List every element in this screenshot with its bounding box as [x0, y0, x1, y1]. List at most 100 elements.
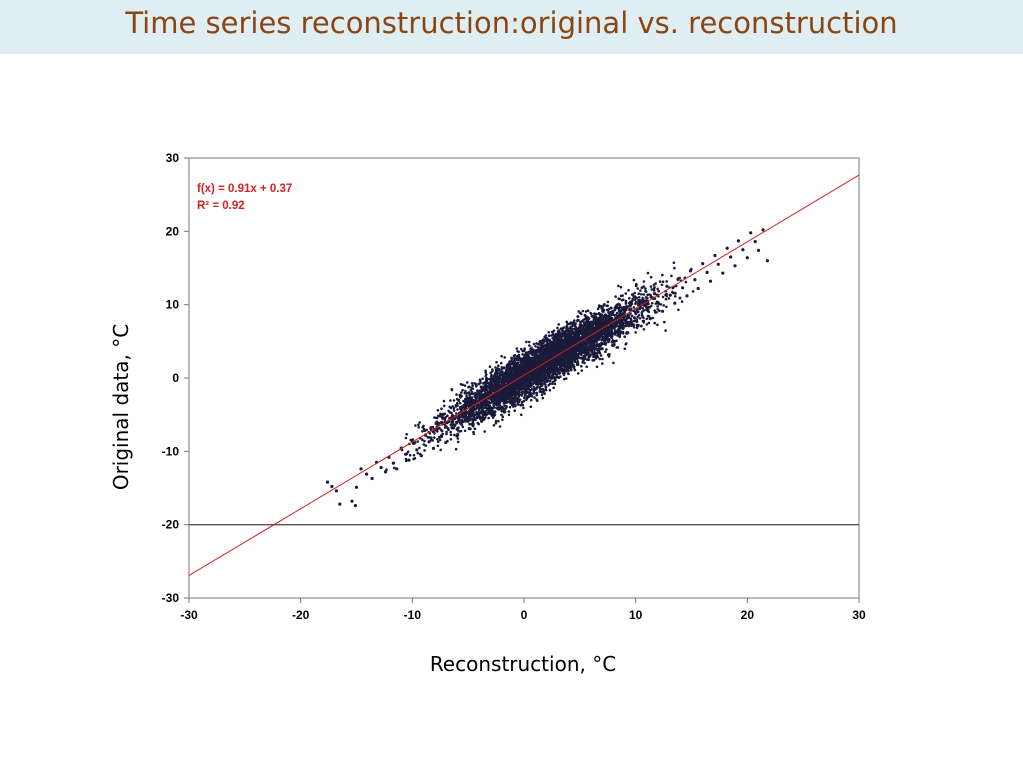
scatter-point: [584, 321, 587, 325]
scatter-point: [627, 289, 630, 292]
scatter-point: [523, 380, 526, 383]
scatter-point: [664, 329, 667, 332]
scatter-point: [518, 365, 521, 368]
scatter-point: [640, 293, 643, 296]
scatter-point: [477, 403, 481, 407]
scatter-point: [515, 361, 519, 365]
scatter-point: [407, 458, 411, 462]
scatter-point: [497, 381, 501, 384]
scatter-point: [479, 406, 483, 409]
scatter-point: [524, 385, 527, 389]
scatter-point: [436, 430, 439, 433]
scatter-point: [583, 313, 587, 317]
scatter-point: [570, 338, 574, 341]
scatter-point: [514, 404, 517, 408]
scatter-point: [441, 412, 445, 416]
scatter-point: [543, 392, 546, 396]
scatter-point: [487, 416, 491, 420]
scatter-point: [600, 313, 603, 317]
scatter-point: [745, 256, 749, 260]
scatter-point: [478, 415, 481, 419]
scatter-point: [658, 280, 662, 283]
scatter-point: [670, 274, 673, 278]
scatter-point: [594, 315, 597, 318]
scatter-point: [678, 297, 682, 300]
scatter-point: [385, 468, 388, 472]
scatter-point: [536, 349, 539, 352]
scatter-point: [553, 365, 556, 368]
scatter-point: [652, 292, 656, 295]
scatter-point: [528, 372, 531, 376]
scatter-point: [567, 332, 571, 336]
scatter-point: [489, 377, 493, 381]
scatter-point: [604, 350, 607, 354]
scatter-point: [586, 329, 590, 333]
scatter-point: [421, 430, 424, 433]
scatter-point: [473, 427, 477, 431]
slide-title: Time series reconstruction:original vs. …: [125, 6, 898, 40]
scatter-point: [513, 354, 517, 357]
scatter-point: [471, 384, 474, 388]
scatter-point: [601, 342, 604, 346]
scatter-point: [423, 449, 426, 452]
scatter-point: [460, 405, 464, 409]
scatter-point: [520, 413, 523, 417]
scatter-point: [421, 426, 425, 429]
scatter-point: [565, 365, 568, 368]
scatter-point: [485, 373, 488, 376]
scatter-point: [571, 321, 574, 325]
scatter-point: [756, 248, 761, 252]
scatter-point: [430, 436, 433, 439]
scatter-point: [499, 370, 503, 373]
scatter-point: [624, 299, 628, 303]
scatter-point: [490, 373, 493, 377]
scatter-point: [475, 416, 479, 419]
scatter-point: [629, 301, 633, 305]
scatter-point: [638, 317, 642, 320]
scatter-point: [520, 347, 523, 351]
scatter-point: [438, 426, 441, 430]
scatter-point: [486, 408, 489, 411]
scatter-point: [673, 266, 676, 270]
scatter-point: [525, 340, 528, 344]
scatter-point: [565, 334, 569, 338]
scatter-point: [503, 404, 506, 407]
scatter-point: [527, 387, 530, 391]
scatter-point: [517, 403, 520, 406]
scatter-point: [502, 367, 506, 370]
scatter-point: [543, 377, 547, 381]
scatter-point: [624, 292, 628, 295]
scatter-point: [473, 407, 477, 411]
scatter-point: [472, 422, 475, 425]
scatter-point: [404, 457, 408, 461]
scatter-point: [594, 323, 598, 326]
scatter-point: [560, 344, 563, 348]
scatter-point: [530, 384, 533, 388]
scatter-point: [646, 314, 650, 318]
scatter-point: [557, 323, 560, 326]
scatter-point: [552, 337, 556, 340]
scatter-point: [617, 330, 621, 333]
scatter-point: [448, 405, 452, 409]
scatter-point: [442, 404, 446, 408]
scatter-point: [592, 339, 595, 343]
scatter-point: [736, 239, 741, 243]
scatter-point: [560, 335, 564, 339]
scatter-point: [606, 300, 610, 304]
scatter-point: [484, 369, 488, 373]
scatter-point: [557, 358, 561, 361]
scatter-point: [456, 432, 459, 436]
scatter-point: [741, 248, 745, 252]
scatter-point: [599, 331, 603, 334]
scatter-point: [501, 409, 505, 413]
scatter-point: [616, 334, 619, 337]
scatter-point: [492, 424, 496, 427]
scatter-point: [568, 338, 572, 342]
scatter-point: [596, 307, 600, 311]
scatter-point: [545, 339, 549, 343]
scatter-point: [530, 395, 534, 398]
scatter-point: [513, 360, 517, 363]
scatter-point: [450, 411, 453, 415]
scatter-point: [636, 287, 639, 290]
